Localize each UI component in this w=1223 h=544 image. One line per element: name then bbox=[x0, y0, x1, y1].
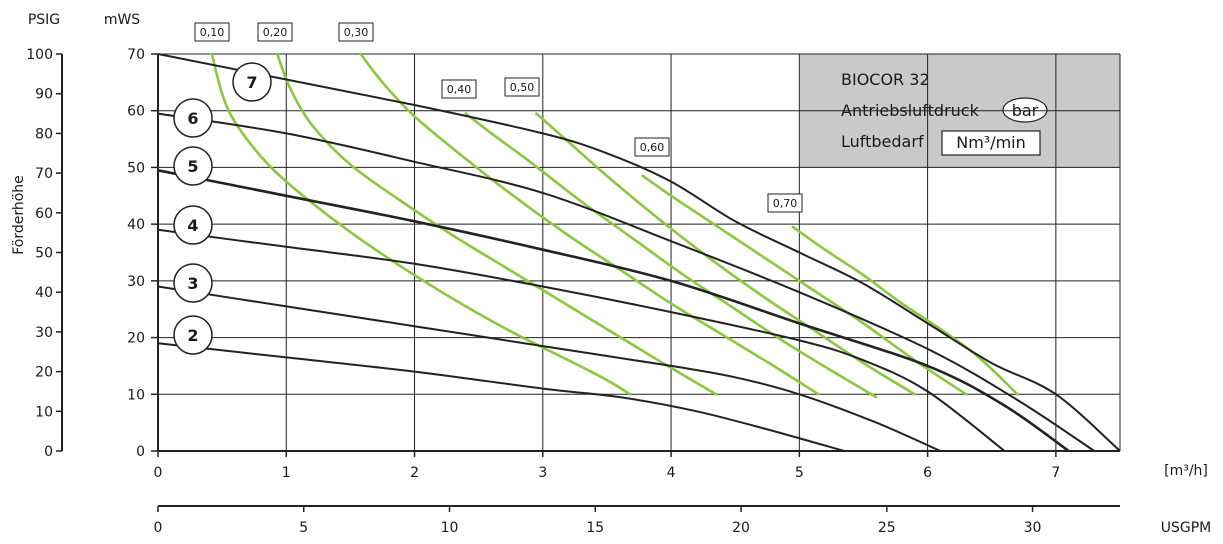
legend-air-unit-box bbox=[941, 130, 1041, 156]
air-label-text: 0,50 bbox=[510, 81, 535, 94]
legend-air-unit: Nm³/min bbox=[956, 133, 1026, 152]
psig-tick-label: 60 bbox=[35, 206, 53, 222]
x-tick-label: 1 bbox=[282, 465, 291, 481]
usgpm-tick-label: 5 bbox=[299, 520, 308, 536]
air-curve-0-40 bbox=[464, 112, 878, 399]
mws-tick-label: 10 bbox=[127, 387, 145, 403]
psig-tick-label: 100 bbox=[26, 47, 53, 63]
mws-tick-label: 40 bbox=[127, 217, 145, 233]
pressure-label-circle bbox=[173, 146, 213, 186]
legend-bar-ellipse bbox=[1002, 97, 1048, 123]
usgpm-tick-label: 25 bbox=[878, 520, 896, 536]
psig-tick-label: 0 bbox=[44, 444, 53, 460]
air-label-text: 0,10 bbox=[200, 26, 225, 39]
usgpm-tick-label: 15 bbox=[586, 520, 604, 536]
mws-tick-label: 50 bbox=[127, 160, 145, 176]
pressure-label-text: 5 bbox=[187, 157, 198, 176]
x-tick-label: 5 bbox=[795, 465, 804, 481]
pressure-label-text: 7 bbox=[246, 73, 257, 92]
mws-tick-label: 0 bbox=[136, 444, 145, 460]
legend-model: BIOCOR 32 bbox=[841, 70, 930, 89]
air-label-box bbox=[504, 77, 540, 97]
air-label-box bbox=[257, 22, 293, 42]
psig-tick-label: 20 bbox=[35, 365, 53, 381]
air-label-box bbox=[634, 137, 670, 157]
mws-tick-label: 30 bbox=[127, 274, 145, 290]
air-label-box bbox=[194, 22, 230, 42]
pressure-label-circle bbox=[173, 205, 213, 245]
psig-tick-label: 50 bbox=[35, 246, 53, 262]
curve-labels: 0,10 0,20 0,30 0,40 0,50 0,60 0,70 2 3 4 5 6 7 bbox=[173, 22, 803, 355]
x-tick-label: 7 bbox=[1051, 465, 1060, 481]
x-tick-label: 3 bbox=[538, 465, 547, 481]
x-tick-label: 4 bbox=[667, 465, 676, 481]
y-axis-title: Förderhöhe bbox=[11, 175, 27, 255]
air-curve-0-10 bbox=[210, 52, 632, 396]
usgpm-tick-label: 20 bbox=[732, 520, 750, 536]
x-tick-label: 2 bbox=[410, 465, 419, 481]
mws-tick-label: 20 bbox=[127, 331, 145, 347]
usgpm-tick-label: 30 bbox=[1024, 520, 1042, 536]
flow-unit-label: [m³/h] bbox=[1164, 463, 1208, 479]
legend-air-label: Luftbedarf bbox=[841, 132, 924, 151]
air-curve-0-50 bbox=[535, 112, 917, 396]
pressure-label-text: 2 bbox=[187, 326, 198, 345]
psig-tick-label: 30 bbox=[35, 325, 53, 341]
air-label-box bbox=[338, 22, 374, 42]
air-label-box bbox=[441, 79, 477, 99]
pressure-curve-7 bbox=[157, 53, 1121, 452]
air-consumption-curves bbox=[210, 52, 1019, 399]
psig-tick-label: 90 bbox=[35, 87, 53, 103]
air-label-text: 0,60 bbox=[640, 141, 665, 154]
psig-tick-label: 10 bbox=[35, 404, 53, 420]
air-label-text: 0,40 bbox=[447, 83, 472, 96]
usgpm-unit-label: USGPM bbox=[1161, 520, 1212, 536]
x-tick-label: 6 bbox=[923, 465, 932, 481]
pressure-label-circle bbox=[173, 263, 213, 303]
air-curve-0-70 bbox=[791, 225, 1019, 396]
air-label-text: 0,20 bbox=[263, 26, 288, 39]
pressure-label-text: 6 bbox=[187, 109, 198, 128]
pressure-label-text: 3 bbox=[187, 274, 198, 293]
pressure-label-circle bbox=[173, 315, 213, 355]
psig-tick-label: 80 bbox=[35, 126, 53, 142]
pressure-label-text: 4 bbox=[187, 216, 198, 235]
air-label-text: 0,30 bbox=[344, 26, 369, 39]
pressure-curve-6 bbox=[157, 112, 1095, 452]
air-curve-0-60 bbox=[641, 174, 968, 396]
pressure-curves bbox=[157, 53, 1121, 453]
air-curve-0-20 bbox=[276, 52, 718, 396]
pressure-curve-4 bbox=[157, 228, 1006, 452]
mws-unit-label: mWS bbox=[104, 12, 140, 28]
air-curve-0-30 bbox=[359, 52, 820, 396]
air-label-box bbox=[767, 193, 803, 213]
mws-tick-label: 70 bbox=[127, 47, 145, 63]
psig-tick-label: 40 bbox=[35, 285, 53, 301]
air-label-text: 0,70 bbox=[773, 197, 798, 210]
pressure-curve-3 bbox=[157, 285, 941, 452]
pressure-curve-2 bbox=[157, 342, 845, 452]
pressure-label-circle bbox=[173, 98, 213, 138]
pressure-curve-5 bbox=[157, 169, 1070, 453]
usgpm-tick-label: 10 bbox=[441, 520, 459, 536]
pressure-label-circle bbox=[232, 62, 272, 102]
x-tick-label: 0 bbox=[154, 465, 163, 481]
usgpm-tick-label: 0 bbox=[154, 520, 163, 536]
axes: 0 1 2 3 4 5 6 701020304050607001020304050607080… bbox=[26, 47, 1120, 536]
mws-tick-label: 60 bbox=[127, 104, 145, 120]
psig-tick-label: 70 bbox=[35, 166, 53, 182]
psig-unit-label: PSIG bbox=[28, 12, 60, 28]
